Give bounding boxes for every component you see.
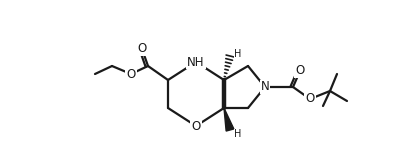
Text: O: O: [295, 64, 305, 77]
Polygon shape: [224, 108, 234, 131]
Text: H: H: [234, 49, 242, 59]
Text: N: N: [261, 81, 270, 93]
Text: H: H: [234, 129, 242, 139]
Text: O: O: [126, 68, 136, 81]
Text: O: O: [137, 42, 146, 56]
Text: NH: NH: [187, 56, 205, 69]
Text: O: O: [305, 93, 314, 105]
Text: O: O: [191, 120, 201, 133]
